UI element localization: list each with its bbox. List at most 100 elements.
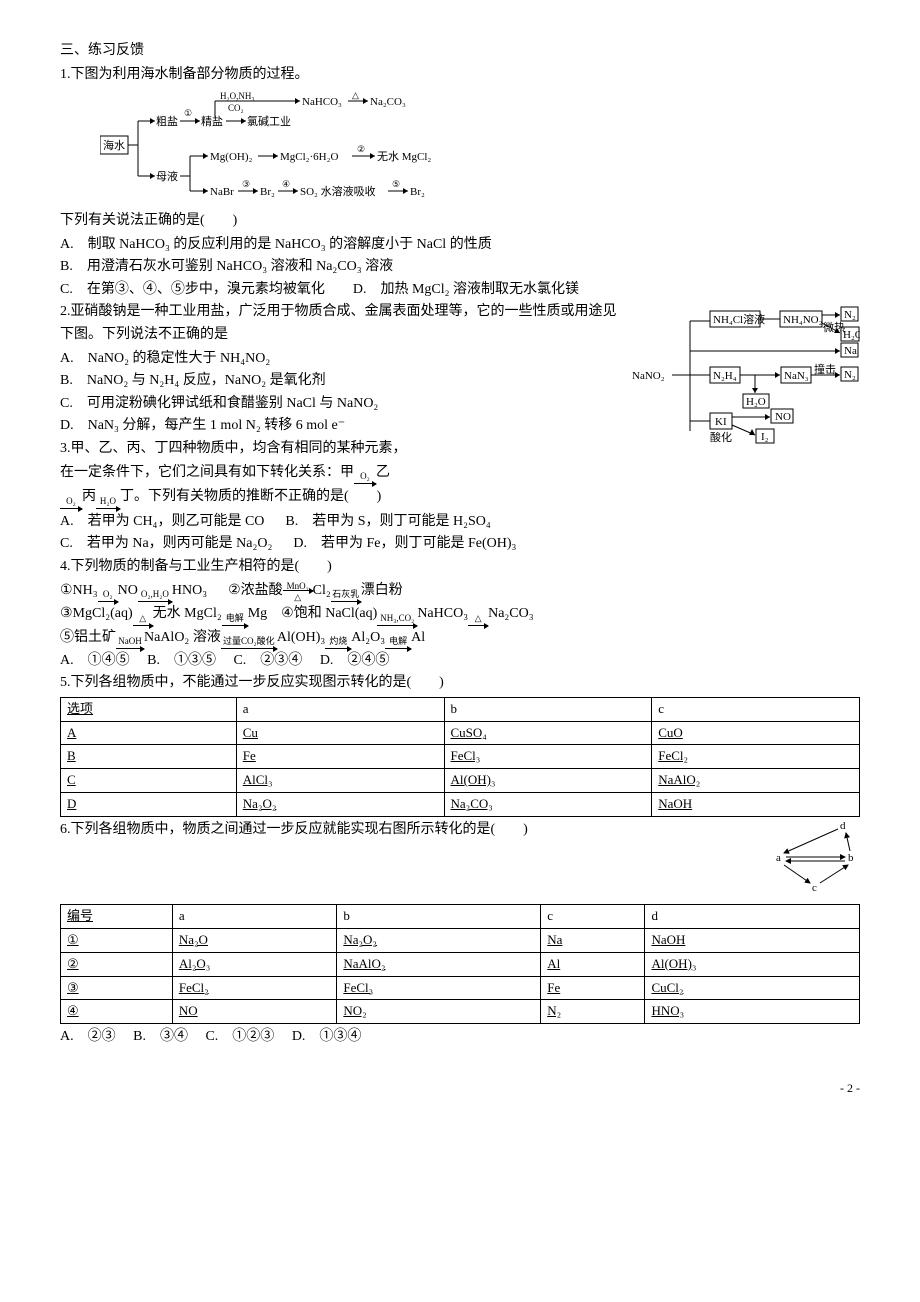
svg-text:Na: Na xyxy=(844,345,857,357)
table-row: A Cu CuSO₄ CuO xyxy=(61,721,860,745)
svg-text:母液: 母液 xyxy=(156,169,178,183)
q5-h0: 选项 xyxy=(67,701,93,716)
svg-text:N₂H₄: N₂H₄ xyxy=(713,370,737,382)
q1-options: A. 制取 NaHCO₃ 的反应利用的是 NaHCO₃ 的溶解度小于 NaCl … xyxy=(60,234,860,301)
table-row: ② Al₂O₃ NaAlO₂ Al Al(OH)₃ xyxy=(61,952,860,976)
table-row: ③ FeCl₂ FeCl₃ Fe CuCl₂ xyxy=(61,976,860,1000)
q6-r1c0: ② xyxy=(67,956,79,971)
q6-r1c1: Al₂O₃ xyxy=(179,956,210,971)
q5-r1c0: B xyxy=(67,748,76,763)
svg-text:海水: 海水 xyxy=(103,138,125,152)
q3-ding: 丁。下列有关物质的推断不正确的是( ) xyxy=(120,489,381,504)
table-row: C AlCl₃ Al(OH)₃ NaAlO₂ xyxy=(61,769,860,793)
q4-r2-d: ④饱和 NaCl(aq) xyxy=(281,606,377,621)
q3-yi: 乙 xyxy=(376,465,390,480)
q4-r1: ①NH₃O₂NOO₂,H₂OHNO₃ ②浓盐酸MnO₂△Cl₂石灰乳漂白粉 xyxy=(60,580,860,602)
svg-text:KI: KI xyxy=(715,416,727,428)
svg-text:NaBr: NaBr xyxy=(210,186,234,198)
q6-h1: a xyxy=(179,908,185,923)
q6-r3c2: NO₂ xyxy=(343,1003,366,1018)
q4-stem: 4.下列物质的制备与工业生产相符的是( ) xyxy=(60,556,860,578)
q2-diagram: text { font-family: SimSun, serif; font-… xyxy=(630,301,860,451)
q1-opt-a: A. 制取 NaHCO₃ 的反应利用的是 NaHCO₃ 的溶解度小于 NaCl … xyxy=(60,234,860,256)
q5-r0c0: A xyxy=(67,725,76,740)
table-row: ① Na₂O Na₂O₂ Na NaOH xyxy=(61,929,860,953)
q1-prompt: 下列有关说法正确的是( ) xyxy=(60,210,860,232)
q5-r3c2: Na₂CO₃ xyxy=(451,796,493,811)
arrow-o2-2: O₂ xyxy=(60,499,82,509)
table-row: 选项 a b c xyxy=(61,697,860,721)
q1-opt-b: B. 用澄清石灰水可鉴别 NaHCO₃ 溶液和 Na₂CO₃ 溶液 xyxy=(60,256,860,278)
svg-text:MgCl₂·6H₂O: MgCl₂·6H₂O xyxy=(280,151,338,163)
svg-text:Br₂: Br₂ xyxy=(260,186,275,198)
q3-opt-d: D. 若甲为 Fe，则丁可能是 Fe(OH)₃ xyxy=(293,536,516,551)
svg-text:N₂: N₂ xyxy=(844,369,856,381)
q5-r2c1: AlCl₃ xyxy=(243,772,273,787)
svg-text:无水 MgCl₂: 无水 MgCl₂ xyxy=(377,150,431,163)
q4-opt-c: C. ②③④ xyxy=(233,653,302,668)
page-number: - 2 - xyxy=(60,1079,860,1098)
q4-r1-d: ②浓盐酸 xyxy=(228,583,283,598)
q6-h0: 编号 xyxy=(67,908,93,923)
q4-options: A. ①④⑤ B. ①③⑤ C. ②③④ D. ②④⑤ xyxy=(60,650,860,672)
q6-r3c4: HNO₃ xyxy=(651,1003,684,1018)
q4-opt-d: D. ②④⑤ xyxy=(320,653,390,668)
q5-r0c3: CuO xyxy=(658,725,683,740)
q4-r1-e: Cl₂ xyxy=(313,583,331,598)
table-row: D Na₂O₂ Na₂CO₃ NaOH xyxy=(61,793,860,817)
svg-text:撞击: 撞击 xyxy=(814,362,836,376)
q6-r0c4: NaOH xyxy=(651,932,685,947)
svg-text:①: ① xyxy=(184,108,192,118)
q4-r3-a: ⑤铝土矿 xyxy=(60,630,116,645)
q5-stem: 5.下列各组物质中，不能通过一步反应实现图示转化的是( ) xyxy=(60,672,860,694)
q4-opt-a: A. ①④⑤ xyxy=(60,653,130,668)
svg-text:Na₂CO₃: Na₂CO₃ xyxy=(370,96,406,108)
q6-h4: d xyxy=(651,908,658,923)
q6-r0c1: Na₂O xyxy=(179,932,208,947)
q4-r1-f: 漂白粉 xyxy=(361,583,403,598)
q4-r2-b: 无水 MgCl₂ xyxy=(153,606,222,621)
table-row: ④ NO NO₂ N₂ HNO₃ xyxy=(61,1000,860,1024)
q5-h1: a xyxy=(243,701,249,716)
q6-h3: c xyxy=(547,908,553,923)
q6-r1c2: NaAlO₂ xyxy=(343,956,385,971)
q5-r3c0: D xyxy=(67,796,76,811)
q4-r3-b: NaAlO₂ 溶液 xyxy=(144,630,221,645)
q5-r0c1: Cu xyxy=(243,725,258,740)
svg-text:H₂O,NH₃: H₂O,NH₃ xyxy=(220,91,255,101)
q4-r1-c: HNO₃ xyxy=(172,583,207,598)
q5-r3c1: Na₂O₂ xyxy=(243,796,277,811)
q6-r0c2: Na₂O₂ xyxy=(343,932,377,947)
section-heading: 三、练习反馈 xyxy=(60,40,860,62)
svg-text:NaN₃: NaN₃ xyxy=(784,370,809,382)
q6-r2c2: FeCl₃ xyxy=(343,980,373,995)
arrow-h2o: H₂O xyxy=(96,499,120,509)
q3-options: A. 若甲为 CH₄，则乙可能是 CO B. 若甲为 S，则丁可能是 H₂SO₄… xyxy=(60,511,860,556)
q6-r2c0: ③ xyxy=(67,980,79,995)
q6-diagram: text{font-family:SimSun,serif;font-size:… xyxy=(770,819,860,902)
q4-opt-b: B. ①③⑤ xyxy=(147,653,216,668)
q3-stem-c-line: O₂丙H₂O丁。下列有关物质的推断不正确的是( ) xyxy=(60,486,860,508)
q3-opt-c: C. 若甲为 Na，则丙可能是 Na₂O₂ xyxy=(60,536,272,551)
q3-bing: 丙 xyxy=(82,489,96,504)
q5-r1c3: FeCl₂ xyxy=(658,748,688,763)
svg-text:d: d xyxy=(840,820,846,832)
svg-text:氯碱工业: 氯碱工业 xyxy=(247,114,291,128)
q6-opt-a: A. ②③ xyxy=(60,1029,116,1044)
svg-text:Mg(OH)₂: Mg(OH)₂ xyxy=(210,151,252,163)
q4-r1-a: ①NH₃ xyxy=(60,583,98,598)
q4-r3-e: Al xyxy=(411,630,425,645)
q6-options: A. ②③ B. ③④ C. ①②③ D. ①③④ xyxy=(60,1026,860,1048)
q4-r1-b: NO xyxy=(118,583,138,598)
svg-text:②: ② xyxy=(357,144,365,154)
q5-r1c1: Fe xyxy=(243,748,256,763)
q5-r3c3: NaOH xyxy=(658,796,692,811)
svg-text:粗盐: 粗盐 xyxy=(156,115,178,128)
q4-r2-f: Na₂CO₃ xyxy=(488,606,534,621)
q6-r3c1: NO xyxy=(179,1003,198,1018)
q4-r2-a: ③MgCl₂(aq) xyxy=(60,606,133,621)
q5-table: 选项 a b c A Cu CuSO₄ CuO B Fe FeCl₃ FeCl₂… xyxy=(60,697,860,817)
arrow-o2-1: O₂ xyxy=(354,474,376,484)
svg-text:NH₄NO₂: NH₄NO₂ xyxy=(783,314,823,326)
q4-r2: ③MgCl₂(aq)△无水 MgCl₂电解Mg ④饱和 NaCl(aq)NH₃,… xyxy=(60,603,860,625)
